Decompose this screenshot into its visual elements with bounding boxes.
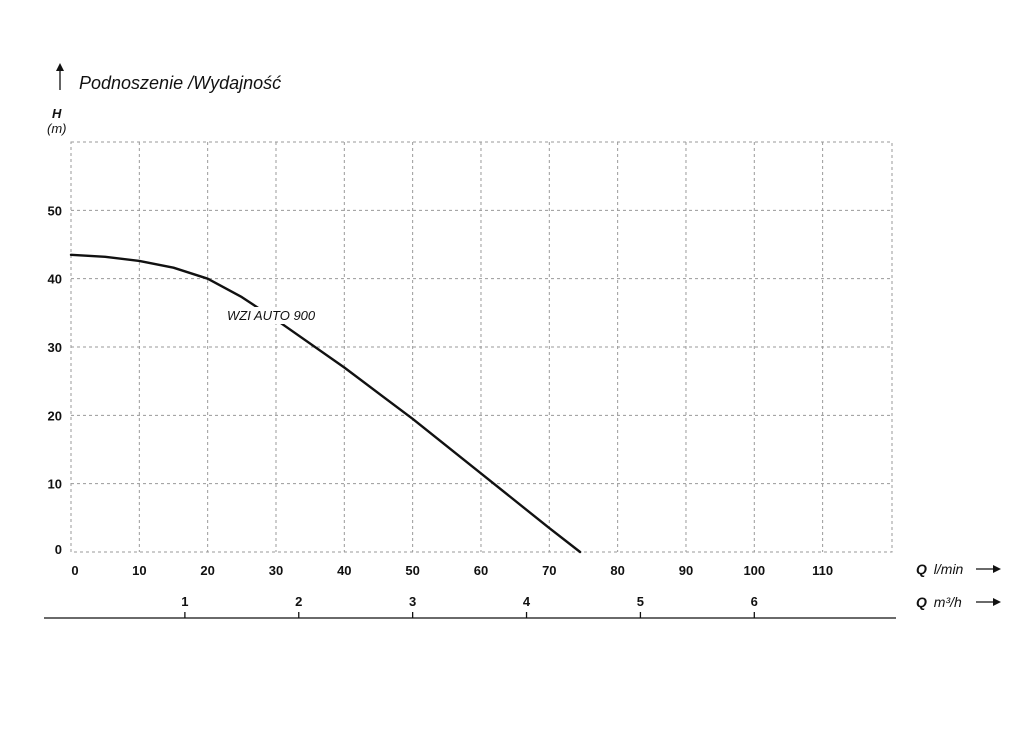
series-line-0 bbox=[69, 253, 582, 554]
y-tick-label-30: 30 bbox=[48, 340, 62, 355]
y-axis-symbol: H bbox=[52, 106, 62, 121]
y-tick-labels: 0 10 20 30 40 50 bbox=[48, 203, 62, 557]
chart-title: Podnoszenie /Wydajność bbox=[79, 73, 281, 93]
x-tick-label-10: 10 bbox=[132, 563, 146, 578]
y-tick-label-0: 0 bbox=[55, 542, 62, 557]
grid bbox=[70, 141, 893, 553]
x2-tick-label-2: 2 bbox=[295, 594, 302, 609]
x2-tick-label-1: 1 bbox=[181, 594, 188, 609]
x-tick-label-60: 60 bbox=[474, 563, 488, 578]
x-tick-label-0: 0 bbox=[71, 563, 78, 578]
y-axis-unit: (m) bbox=[47, 121, 67, 136]
x-tick-label-100: 100 bbox=[743, 563, 765, 578]
series-label-bg bbox=[225, 307, 318, 324]
y-tick-label-20: 20 bbox=[48, 408, 62, 423]
y-tick-label-50: 50 bbox=[48, 203, 62, 218]
x2-tick-label-6: 6 bbox=[751, 594, 758, 609]
series-label-0: WZI AUTO 900 bbox=[227, 308, 316, 323]
x-tick-label-30: 30 bbox=[269, 563, 283, 578]
right-arrow-icon-2 bbox=[976, 598, 1001, 606]
x-tick-label-90: 90 bbox=[679, 563, 693, 578]
y-tick-label-40: 40 bbox=[48, 272, 62, 287]
x-tick-label-110: 110 bbox=[812, 563, 833, 578]
x2-tick-label-5: 5 bbox=[637, 594, 644, 609]
x-tick-label-70: 70 bbox=[542, 563, 556, 578]
x-tick-labels: 0 10 20 30 40 50 60 70 80 90 100 110 bbox=[71, 563, 833, 578]
y-tick-label-10: 10 bbox=[48, 477, 62, 492]
up-arrow-head-icon bbox=[56, 63, 64, 71]
x-tick-label-40: 40 bbox=[337, 563, 351, 578]
x-tick-label-20: 20 bbox=[200, 563, 214, 578]
right-arrow-icon bbox=[976, 565, 1001, 573]
x2-axis-label: Q m³/h bbox=[916, 594, 962, 610]
x2-tick-label-3: 3 bbox=[409, 594, 416, 609]
x-tick-label-50: 50 bbox=[405, 563, 419, 578]
secondary-x-axis: 1 2 3 4 5 6 bbox=[44, 594, 896, 619]
series-group: WZI AUTO 900 bbox=[69, 253, 582, 554]
x-tick-label-80: 80 bbox=[610, 563, 624, 578]
x2-tick-label-4: 4 bbox=[523, 594, 531, 609]
x-axis-label: Q l/min bbox=[916, 561, 964, 577]
